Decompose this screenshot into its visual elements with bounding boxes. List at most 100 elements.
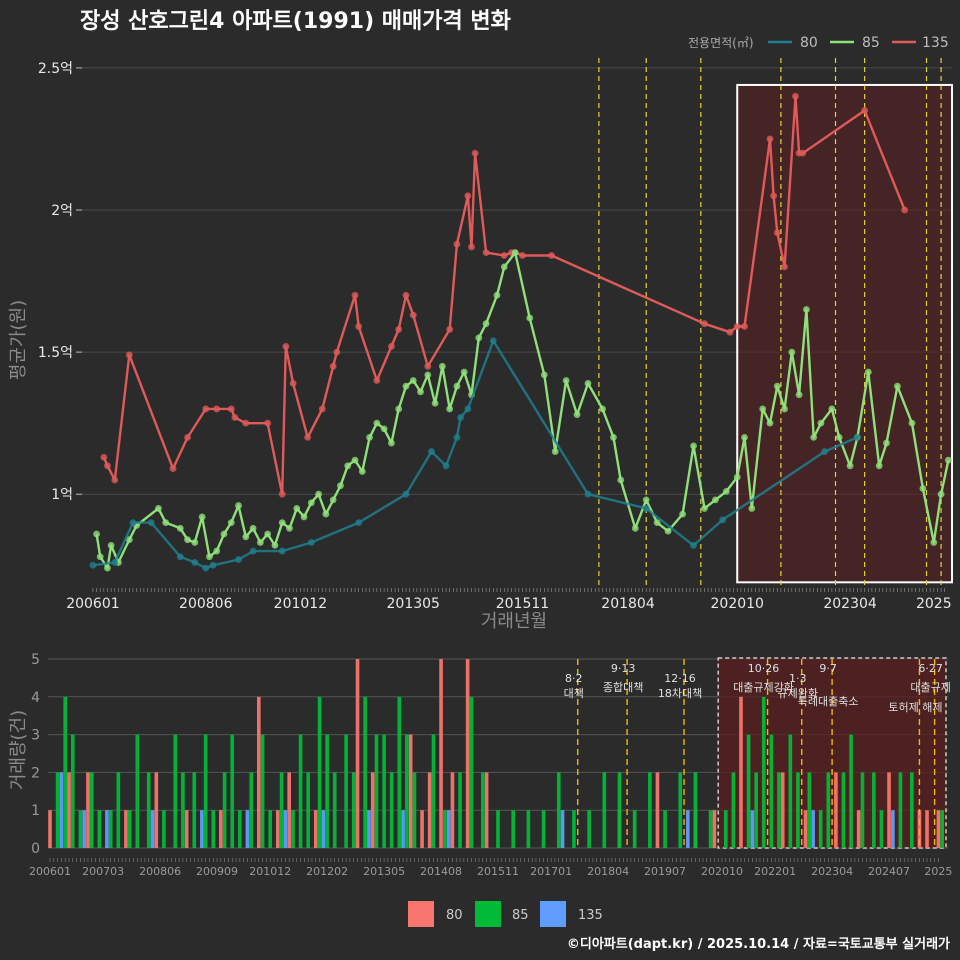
- point-85: [766, 419, 774, 427]
- volume-xtick-label: 201012: [249, 865, 291, 878]
- point-85: [286, 524, 293, 532]
- point-85: [431, 399, 439, 407]
- point-135: [289, 379, 297, 387]
- source-caption: ©디아파트(dapt.kr) / 2025.10.14 / 자료=국토교통부 실…: [567, 936, 950, 952]
- price-xtick-label: 200806: [179, 596, 233, 612]
- volume-bar-135: [200, 810, 204, 848]
- price-xtick-label: 200601: [66, 596, 119, 612]
- volume-bar-85: [898, 772, 903, 848]
- point-135: [169, 465, 177, 473]
- volume-bar-85: [291, 810, 295, 848]
- volume-bar-85: [363, 696, 367, 848]
- policy-date: 9·13: [611, 662, 636, 675]
- point-85: [358, 468, 366, 475]
- volume-bar-85: [777, 772, 781, 848]
- volume-bar-135: [367, 810, 371, 848]
- volume-bar-85: [203, 734, 208, 848]
- point-135: [861, 107, 869, 114]
- volume-bar-85: [279, 772, 284, 848]
- point-85: [511, 249, 519, 257]
- volume-bar-85: [374, 734, 379, 848]
- volume-bar-85: [211, 810, 216, 848]
- volume-bar-85: [89, 772, 94, 848]
- point-85: [388, 439, 395, 447]
- volume-bar-85: [249, 772, 254, 848]
- volume-bar-85: [230, 734, 235, 848]
- point-85: [395, 405, 403, 413]
- point-85: [380, 425, 388, 433]
- point-85: [235, 502, 242, 509]
- price-series: [89, 92, 952, 572]
- point-85: [155, 505, 162, 512]
- volume-bars: [48, 659, 945, 848]
- volume-bar-135: [105, 810, 109, 848]
- volume-bar-85: [268, 810, 273, 848]
- point-135: [264, 419, 272, 427]
- point-85: [701, 505, 708, 512]
- point-85: [551, 448, 559, 455]
- point-135: [519, 252, 526, 259]
- volume-bar-85: [754, 772, 758, 848]
- price-x-label: 거래년월: [481, 611, 547, 632]
- volume-bar-80: [370, 772, 375, 848]
- point-85: [271, 541, 279, 549]
- point-85: [96, 553, 104, 561]
- volume-bar-80: [780, 772, 785, 848]
- point-135: [766, 135, 774, 143]
- volume-bar-85: [879, 810, 884, 848]
- bottom-legend-swatch-80: [408, 901, 434, 927]
- volume-bar-85: [617, 772, 622, 848]
- point-85: [802, 306, 810, 313]
- point-80: [821, 448, 828, 455]
- bottom-legend-swatch-135: [540, 901, 566, 927]
- volume-bar-85: [97, 810, 102, 848]
- point-135: [395, 325, 403, 333]
- point-85: [373, 419, 381, 427]
- point-135: [100, 453, 108, 461]
- legend-label-135: 135: [922, 35, 949, 51]
- volume-bar-85: [173, 734, 178, 848]
- volume-bar-80: [420, 810, 424, 848]
- point-135: [781, 263, 788, 271]
- volume-bar-85: [860, 772, 865, 848]
- point-85: [722, 487, 730, 495]
- point-85: [351, 456, 359, 464]
- volume-bar-85: [63, 696, 67, 848]
- policy-date: 8·2: [565, 672, 583, 685]
- volume-bar-85: [382, 734, 386, 848]
- volume-bar-135: [686, 810, 690, 848]
- volume-bar-80: [856, 810, 861, 848]
- point-85: [919, 485, 927, 492]
- bottom-legend-label-85: 85: [512, 908, 529, 923]
- volume-bar-85: [678, 772, 683, 848]
- point-135: [125, 351, 133, 359]
- volume-bar-80: [287, 772, 291, 848]
- volume-bar-135: [811, 810, 815, 848]
- point-80: [690, 541, 697, 549]
- volume-bar-85: [723, 810, 728, 848]
- point-85: [690, 442, 697, 450]
- volume-bar-85: [222, 772, 227, 848]
- policy-date: 1·3: [789, 672, 807, 685]
- volume-xtick-label: 202010: [701, 865, 743, 878]
- volume-ytick-label: 5: [31, 652, 40, 668]
- volume-bar-85: [70, 734, 75, 848]
- point-80: [202, 564, 210, 572]
- point-135: [351, 291, 359, 299]
- point-80: [719, 516, 727, 524]
- point-80: [307, 539, 315, 546]
- point-80: [402, 490, 410, 498]
- point-80: [111, 559, 119, 566]
- point-135: [424, 362, 432, 370]
- volume-xtick-label: 201408: [420, 865, 462, 878]
- point-135: [184, 433, 191, 441]
- volume-bar-85: [541, 810, 546, 848]
- price-y-label: 평균가(원): [8, 300, 29, 380]
- point-85: [835, 433, 843, 441]
- volume-bar-85: [849, 734, 853, 848]
- volume-bar-85: [181, 772, 185, 848]
- volume-bar-135: [59, 772, 64, 848]
- point-85: [293, 505, 301, 512]
- volume-bar-85: [807, 772, 812, 848]
